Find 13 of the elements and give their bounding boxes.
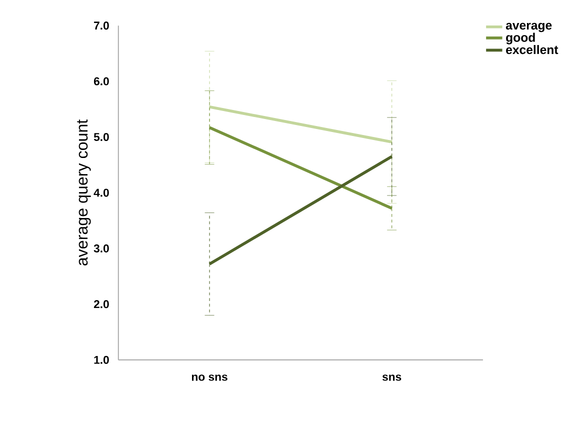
x-tick-label: sns xyxy=(382,374,402,381)
y-axis-title: average query count xyxy=(77,119,91,266)
legend-label: average xyxy=(506,22,552,32)
legend-label: good xyxy=(506,32,535,44)
y-tick-label: 6.0 xyxy=(94,77,109,86)
y-tick-label: 5.0 xyxy=(94,132,109,141)
x-tick-label: no sns xyxy=(192,374,228,381)
legend-label: excellent xyxy=(506,44,558,54)
y-tick-label: 4.0 xyxy=(94,188,109,197)
y-tick-label: 2.0 xyxy=(94,300,109,308)
y-tick-label: 3.0 xyxy=(94,244,109,252)
y-tick-label: 7.0 xyxy=(94,21,109,30)
y-tick-label: 1.0 xyxy=(94,356,109,364)
